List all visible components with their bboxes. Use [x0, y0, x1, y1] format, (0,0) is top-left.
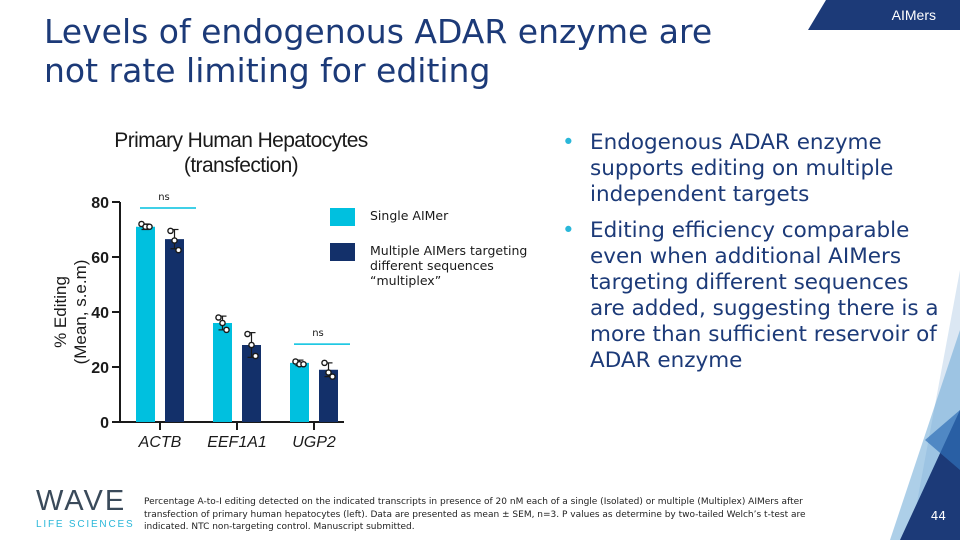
bullet-list: • Endogenous ADAR enzyme supports editin…	[562, 130, 942, 384]
legend-item-single: Single AIMer	[330, 208, 540, 226]
bar-eef1a1-multiple	[242, 345, 261, 422]
data-point	[244, 330, 251, 338]
legend-swatch-single	[330, 208, 355, 226]
bullet-dot: •	[562, 218, 575, 243]
legend-label-multiple: Multiple AIMers targeting different sequ…	[370, 243, 528, 288]
bar-actb-multiple	[165, 239, 184, 422]
x-tick-label: EEF1A1	[207, 434, 267, 451]
bullet-text: Editing efficiency comparable even when …	[590, 218, 939, 373]
chart-title-line-2: (transfection)	[183, 154, 299, 177]
logo-wordmark: WAVE	[36, 485, 127, 517]
corner-decoration	[890, 270, 960, 540]
chart-title: Primary Human Hepatocytes (transfection)	[96, 128, 386, 178]
chart-title-line-1: Primary Human Hepatocytes	[114, 129, 368, 152]
logo-subtitle: LIFE SCIENCES	[36, 519, 135, 530]
data-point	[146, 223, 153, 231]
wave-logo: WAVE LIFE SCIENCES	[36, 486, 136, 531]
data-point	[175, 246, 182, 254]
footnote: Percentage A-to-I editing detected on th…	[144, 497, 806, 532]
data-point	[215, 314, 222, 321]
y-tick-label: 60	[91, 250, 109, 267]
bar-chart: % Editing(Mean, s.e.m) 0 20 40 60 80 ACTB EEF1A…	[51, 192, 350, 451]
data-point	[219, 319, 226, 327]
legend-label-single: Single AIMer	[370, 208, 449, 223]
significance-label: ns	[158, 192, 170, 203]
brand-tag-label: AIMers	[891, 7, 936, 23]
legend-swatch-multiple	[330, 243, 355, 261]
bar-eef1a1-single	[213, 323, 232, 422]
data-point	[300, 360, 307, 368]
y-axis-label-line: % Editing	[51, 276, 70, 348]
bullet-dot: •	[562, 130, 575, 155]
legend-item-multiple: Multiple AIMers targeting different sequ…	[330, 243, 545, 288]
y-axis-label-line: (Mean, s.e.m)	[71, 260, 90, 365]
brand-tag: AIMers	[808, 0, 960, 30]
data-point	[171, 237, 178, 244]
x-tick-label: UGP2	[292, 434, 336, 451]
data-point	[167, 227, 174, 235]
data-point	[252, 352, 259, 360]
data-point	[223, 326, 230, 334]
data-point	[325, 369, 332, 376]
x-tick-label: ACTB	[138, 434, 182, 451]
y-tick-label: 80	[91, 195, 109, 212]
data-point	[321, 359, 328, 367]
significance-label: ns	[312, 328, 324, 339]
bullet-text: Endogenous ADAR enzyme supports editing …	[590, 130, 894, 207]
data-point	[248, 341, 255, 349]
y-tick-label: 0	[100, 415, 109, 432]
y-axis-label: % Editing(Mean, s.e.m)	[51, 260, 90, 365]
bullet-item: • Endogenous ADAR enzyme supports editin…	[562, 130, 942, 208]
page-number: 44	[930, 509, 946, 523]
data-point	[329, 373, 336, 380]
y-tick-label: 20	[91, 360, 109, 377]
bullet-item: • Editing efficiency comparable even whe…	[562, 218, 942, 374]
y-tick-label: 40	[91, 305, 109, 322]
bar-ugp2-multiple	[319, 369, 338, 422]
bar-actb-single	[136, 226, 155, 422]
slide-title: Levels of endogenous ADAR enzyme are not…	[44, 12, 713, 90]
bar-ugp2-single	[290, 362, 309, 422]
